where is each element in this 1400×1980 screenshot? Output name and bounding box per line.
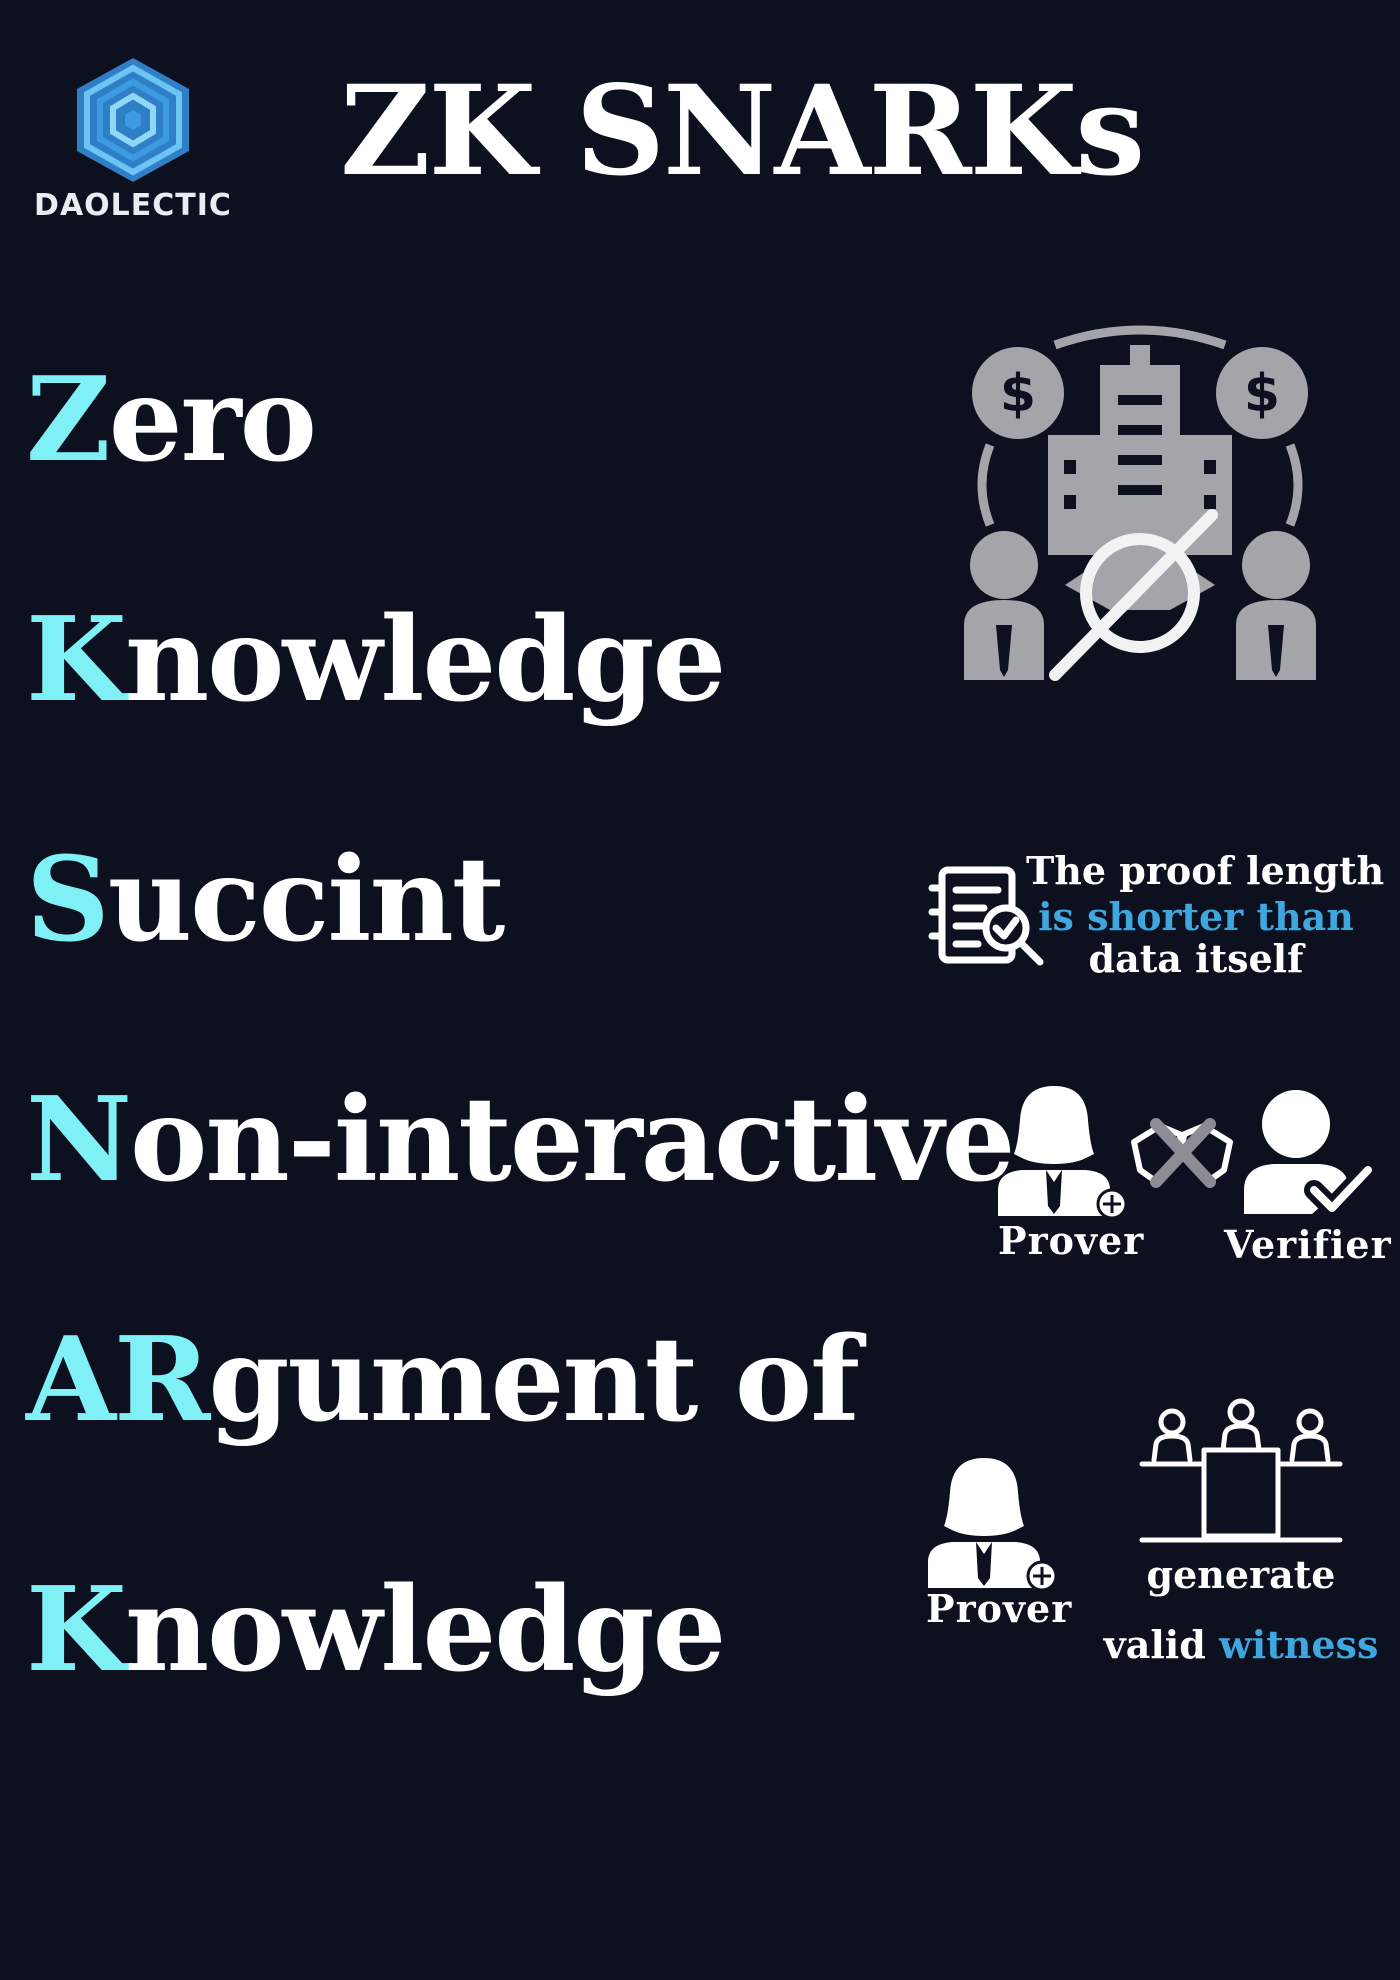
prover-label: Prover [998, 1218, 1145, 1263]
argument-line2: valid witness [1102, 1626, 1380, 1664]
committee-table-icon [1139, 1398, 1343, 1543]
term-rest: nowledge [124, 592, 726, 728]
document-search-icon [928, 866, 1044, 966]
term-initial: AR [26, 1312, 210, 1448]
term-non-interactive: Non-interactive [26, 1082, 1015, 1198]
term-initial: N [26, 1072, 132, 1208]
verifier-label: Verifier [1224, 1222, 1392, 1267]
argument-line2-accent: witness [1219, 1622, 1379, 1667]
term-rest: on-interactive [130, 1072, 1015, 1208]
term-initial: K [26, 592, 127, 728]
term-rest: uccint [107, 832, 506, 968]
term-initial: S [26, 832, 110, 968]
brand-logo: DAOLECTIC [28, 52, 238, 232]
term-rest: gument of [208, 1312, 860, 1448]
verifier-check-icon [1244, 1090, 1372, 1218]
term-zero: Zero [26, 362, 317, 478]
prover-person-icon [998, 1086, 1128, 1220]
hexagon-logo-icon [77, 58, 189, 182]
argument-line1: generate [1146, 1552, 1336, 1597]
zero-knowledge-exchange-icon: $ $ [964, 325, 1316, 681]
term-initial: Z [26, 352, 111, 488]
prover-person-icon [928, 1458, 1058, 1592]
succinct-note-line3: data itself [1088, 936, 1304, 981]
term-rest: nowledge [124, 1562, 726, 1698]
argument-line2-plain: valid [1103, 1622, 1206, 1667]
term-rest: ero [108, 352, 317, 488]
term-knowledge-2: Knowledge [26, 1572, 726, 1688]
brand-name: DAOLECTIC [34, 188, 232, 223]
page-title: ZK SNARKs [340, 59, 1145, 204]
term-argument-of: ARgument of [26, 1322, 860, 1438]
term-initial: K [26, 1562, 127, 1698]
succinct-note-line1: The proof length [1026, 848, 1385, 893]
svg-text:$: $ [1244, 364, 1280, 424]
succinct-note-line2: is shorter than [1038, 894, 1354, 939]
svg-text:$: $ [1000, 364, 1036, 424]
no-handshake-icon [1131, 1118, 1233, 1188]
argument-prover-label: Prover [926, 1586, 1073, 1631]
term-knowledge: Knowledge [26, 602, 726, 718]
term-succinct: Succint [26, 842, 505, 958]
